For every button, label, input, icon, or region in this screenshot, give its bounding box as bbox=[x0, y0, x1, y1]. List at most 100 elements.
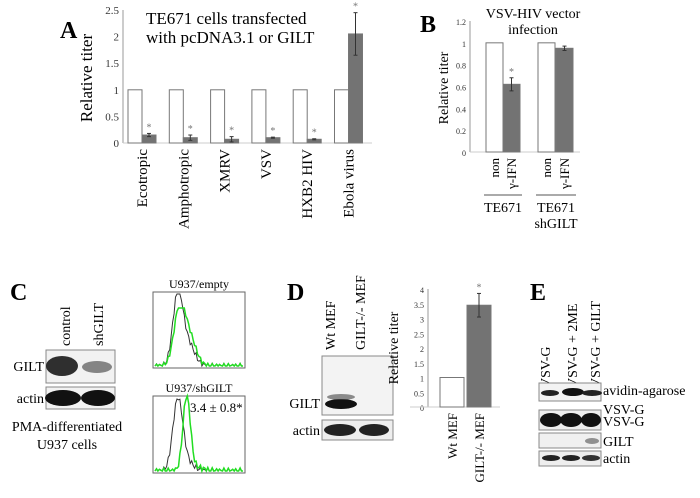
chart-b-y-tick-label: 0 bbox=[462, 149, 466, 158]
chart-a-y-tick-label: 0.5 bbox=[105, 111, 119, 123]
bar-pcdna bbox=[251, 89, 267, 144]
band bbox=[359, 424, 389, 436]
chart-d-y-tick-label: 2 bbox=[420, 345, 424, 354]
row-label-vsvg: VSV-G bbox=[603, 415, 645, 430]
band bbox=[327, 394, 355, 400]
row-label-avidin: avidin-agarose bbox=[603, 384, 685, 399]
band bbox=[581, 413, 601, 427]
chart-b-y-tick-label: 0.4 bbox=[456, 105, 466, 114]
band bbox=[46, 356, 78, 376]
panel-label-b: B bbox=[420, 12, 436, 38]
panel-b-ylabel: Relative titer bbox=[437, 51, 452, 124]
panel-b: B VSV-HIV vector infection Relative tite… bbox=[420, 7, 581, 232]
category-label: Ecotropic bbox=[135, 149, 151, 208]
band bbox=[542, 455, 560, 461]
lane-label-shgilt: shGILT bbox=[92, 303, 107, 346]
chart-d-y-tick-label: 4 bbox=[420, 286, 424, 295]
blot-gilt-e bbox=[538, 432, 602, 449]
bar-pcdna bbox=[127, 89, 143, 144]
category-label: non bbox=[539, 158, 554, 178]
band bbox=[585, 438, 599, 444]
bar bbox=[466, 304, 492, 408]
chart-a-y-tick-label: 1.5 bbox=[105, 58, 119, 70]
group-label-shgilt-2: shGILT bbox=[534, 217, 577, 232]
significance-marker: * bbox=[312, 128, 317, 139]
category-label: Ebola virus bbox=[342, 149, 358, 218]
band bbox=[582, 455, 600, 461]
significance-marker: * bbox=[509, 67, 514, 78]
row-label-vsvg-pulldown: VSV-G bbox=[603, 403, 645, 418]
band bbox=[82, 361, 112, 373]
category-label: VSV bbox=[259, 149, 275, 179]
panel-label-a: A bbox=[60, 18, 78, 44]
band bbox=[582, 390, 602, 396]
category-label: Wt MEF bbox=[445, 413, 460, 459]
hist2-title: U937/shGILT bbox=[166, 381, 234, 395]
chart-a-y-tick-label: 0 bbox=[114, 138, 120, 150]
significance-marker: * bbox=[270, 126, 275, 137]
panel-a-ylabel: Relative titer bbox=[77, 34, 96, 123]
bar-pcdna bbox=[168, 89, 184, 144]
band bbox=[541, 390, 559, 396]
lane-label-gilt-ko-mef: GILT-/- MEF bbox=[354, 275, 369, 350]
band bbox=[325, 399, 357, 409]
significance-marker: * bbox=[353, 2, 358, 13]
category-label: HXB2 HIV bbox=[300, 149, 316, 219]
lane-label-wt-mef: Wt MEF bbox=[324, 300, 339, 350]
panel-a: A TE671 cells transfected with pcDNA3.1 … bbox=[60, 2, 372, 229]
panel-d-ylabel: Relative titer bbox=[387, 311, 402, 384]
group-label-te671: TE671 bbox=[484, 201, 522, 216]
panel-a-title-line1: TE671 cells transfected bbox=[146, 9, 307, 28]
bar bbox=[555, 47, 574, 153]
bar bbox=[537, 42, 556, 153]
chart-b-y-tick-label: 0.6 bbox=[456, 84, 466, 93]
chart-b-y-tick-label: 0.2 bbox=[456, 127, 466, 136]
significance-marker: * bbox=[477, 282, 482, 293]
bar bbox=[502, 83, 521, 153]
lane-label-vsvg-2me: VSV-G + 2ME bbox=[566, 304, 581, 388]
chart-d-y-tick-label: 0 bbox=[420, 404, 424, 413]
lane-label-vsvg: VSV-G bbox=[539, 347, 554, 389]
histogram-stained-trace bbox=[154, 393, 243, 474]
lane-label-control: control bbox=[59, 306, 74, 346]
bar bbox=[439, 377, 465, 408]
lane-label-vsvg-gilt: VSV-G + GILT bbox=[589, 301, 604, 388]
chart-d-y-tick-label: 3 bbox=[420, 316, 424, 325]
significance-marker: * bbox=[188, 124, 193, 135]
chart-a-y-tick-label: 2 bbox=[114, 32, 120, 44]
panel-label-e: E bbox=[530, 280, 546, 306]
band bbox=[45, 390, 81, 406]
bar-pcdna bbox=[292, 89, 308, 144]
chart-d-y-tick-label: 3.5 bbox=[414, 301, 424, 310]
bar-pcdna bbox=[334, 89, 349, 144]
band bbox=[540, 413, 562, 427]
panel-label-c: C bbox=[10, 280, 27, 306]
bar bbox=[485, 42, 504, 153]
chart-d-y-tick-label: 2.5 bbox=[414, 330, 424, 339]
histogram-empty bbox=[152, 291, 246, 369]
category-label: GILT-/- MEF bbox=[472, 413, 487, 482]
category-label: Amphotropic bbox=[176, 149, 192, 229]
panel-b-title-line1: VSV-HIV vector bbox=[486, 7, 581, 22]
panel-b-title-line2: infection bbox=[508, 23, 558, 38]
row-label-gilt-d: GILT bbox=[289, 397, 320, 412]
panel-d: D Wt MEF GILT-/- MEF GILT actin Relative… bbox=[287, 275, 500, 482]
band bbox=[562, 388, 584, 396]
hist2-annotation: 3.4 ± 0.8* bbox=[190, 400, 243, 415]
significance-marker: * bbox=[147, 122, 152, 133]
category-label: γ-IFN bbox=[557, 157, 572, 190]
chart-b-y-tick-label: 1 bbox=[462, 40, 466, 49]
band bbox=[560, 413, 582, 427]
caption-c-1: PMA-differentiated bbox=[12, 420, 122, 435]
group-label-shgilt-1: TE671 bbox=[537, 201, 575, 216]
row-label-gilt-e: GILT bbox=[603, 435, 634, 450]
hist1-title: U937/empty bbox=[169, 277, 229, 291]
panel-a-title-line2: with pcDNA3.1 or GILT bbox=[146, 28, 315, 47]
chart-d-y-tick-label: 0.5 bbox=[414, 389, 424, 398]
chart-a: 0 0.5 1 1.5 2 2.5 * Ecotropic * Amphotropic * XMRV *… bbox=[105, 2, 372, 229]
histogram-shgilt bbox=[152, 395, 246, 474]
significance-marker: * bbox=[229, 126, 234, 137]
chart-d-y-tick-label: 1 bbox=[420, 375, 424, 384]
